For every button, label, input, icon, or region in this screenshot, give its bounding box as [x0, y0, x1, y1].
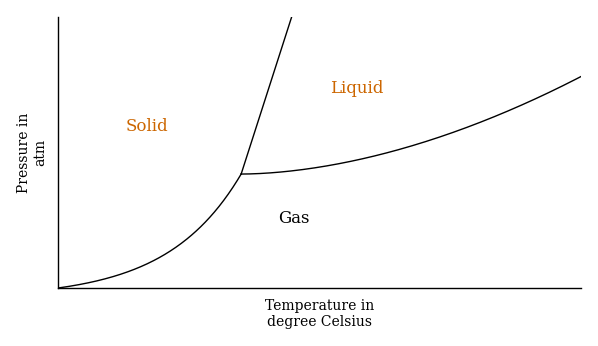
Text: Solid: Solid — [126, 118, 169, 135]
X-axis label: Temperature in
degree Celsius: Temperature in degree Celsius — [265, 299, 374, 329]
Text: Liquid: Liquid — [330, 80, 383, 97]
Text: Gas: Gas — [278, 210, 309, 227]
Y-axis label: Pressure in
atm: Pressure in atm — [17, 112, 47, 192]
